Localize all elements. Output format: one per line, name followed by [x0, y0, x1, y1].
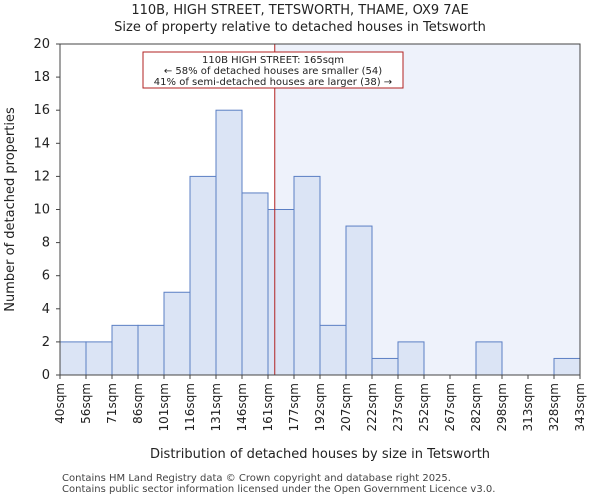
- title-line-1: 110B, HIGH STREET, TETSWORTH, THAME, OX9…: [131, 3, 469, 18]
- y-tick-label: 12: [33, 169, 50, 184]
- x-tick-label: 40sqm: [53, 383, 67, 424]
- bar-86sqm: [137, 324, 165, 376]
- x-tick-label: 343sqm: [573, 383, 587, 431]
- x-tick-label: 101sqm: [157, 383, 171, 431]
- x-tick-label: 328sqm: [547, 383, 561, 431]
- x-tick-label: 267sqm: [443, 383, 457, 431]
- title-line-2: Size of property relative to detached ho…: [114, 20, 486, 35]
- y-tick-label: 4: [42, 302, 50, 317]
- x-tick-label: 207sqm: [339, 383, 353, 431]
- x-axis-label: Distribution of detached houses by size …: [150, 447, 490, 462]
- y-tick-label: 0: [42, 368, 50, 383]
- annotation-line-2: ← 58% of detached houses are smaller (54…: [164, 66, 382, 77]
- y-tick-label: 16: [33, 103, 50, 118]
- bar-328sqm: [553, 357, 581, 376]
- x-tick-label: 146sqm: [235, 383, 249, 431]
- x-tick-label: 71sqm: [105, 383, 119, 424]
- x-tick-label: 161sqm: [261, 383, 275, 431]
- y-tick-label: 6: [42, 269, 50, 284]
- footer-line-2: Contains public sector information licen…: [62, 484, 496, 495]
- bar-40sqm: [59, 341, 87, 376]
- x-tick-label: 192sqm: [313, 383, 327, 431]
- bar-71sqm: [111, 324, 139, 376]
- bar-207sqm: [345, 225, 373, 376]
- x-tick-label: 131sqm: [209, 383, 223, 431]
- footer-line-1: Contains HM Land Registry data © Crown c…: [62, 473, 451, 484]
- highlight-region: [274, 44, 580, 375]
- x-tick-label: 56sqm: [79, 383, 93, 424]
- y-tick-label: 8: [42, 236, 50, 251]
- chart-title: 110B, HIGH STREET, TETSWORTH, THAME, OX9…: [0, 2, 600, 36]
- bar-131sqm: [215, 109, 243, 376]
- x-tick-label: 252sqm: [417, 383, 431, 431]
- annotation-box: [142, 51, 404, 89]
- y-axis-label: Number of detached properties: [3, 107, 18, 312]
- y-tick-label: 10: [33, 203, 50, 218]
- y-tick-label: 20: [33, 37, 50, 52]
- bar-177sqm: [293, 175, 321, 376]
- x-tick-label: 298sqm: [495, 383, 509, 431]
- x-tick-label: 177sqm: [287, 383, 301, 431]
- y-tick-label: 2: [42, 335, 50, 350]
- bar-56sqm: [85, 341, 113, 376]
- bar-101sqm: [163, 291, 191, 376]
- bar-146sqm: [241, 192, 269, 376]
- x-tick-label: 237sqm: [391, 383, 405, 431]
- bar-192sqm: [319, 324, 347, 376]
- x-tick-label: 282sqm: [469, 383, 483, 431]
- x-tick-label: 86sqm: [131, 383, 145, 424]
- bar-116sqm: [189, 175, 217, 376]
- annotation-line-1: 110B HIGH STREET: 165sqm: [202, 55, 344, 66]
- y-tick-label: 18: [33, 70, 50, 85]
- footer-attribution: Contains HM Land Registry data © Crown c…: [62, 473, 495, 495]
- x-tick-label: 116sqm: [183, 383, 197, 431]
- y-tick-label: 14: [33, 136, 50, 151]
- x-tick-label: 313sqm: [521, 383, 535, 431]
- bar-222sqm: [371, 357, 399, 376]
- bar-161sqm: [267, 209, 295, 376]
- bar-237sqm: [397, 341, 425, 376]
- annotation-line-3: 41% of semi-detached houses are larger (…: [154, 77, 392, 88]
- x-tick-label: 222sqm: [365, 383, 379, 431]
- bar-282sqm: [475, 341, 503, 376]
